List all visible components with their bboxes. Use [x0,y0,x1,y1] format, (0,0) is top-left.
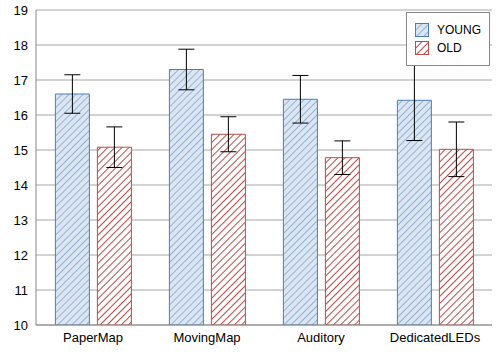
svg-text:10: 10 [14,318,28,333]
svg-text:13: 13 [14,213,28,228]
svg-text:11: 11 [15,283,29,298]
svg-text:16: 16 [14,108,28,123]
svg-text:14: 14 [14,178,28,193]
html-text:YOUNG: YOUNG [437,23,481,37]
svg-text:19: 19 [14,3,28,18]
svg-text:18: 18 [14,38,28,53]
svg-text:17: 17 [14,73,28,88]
svg-text:Auditory: Auditory [297,330,345,345]
svg-text:DedicatedLEDs: DedicatedLEDs [390,330,481,345]
svg-text:MovingMap: MovingMap [173,330,240,345]
svg-text:PaperMap: PaperMap [63,330,123,345]
svg-text:15: 15 [14,143,28,158]
html-text:OLD: OLD [437,41,462,55]
svg-text:12: 12 [14,248,28,263]
